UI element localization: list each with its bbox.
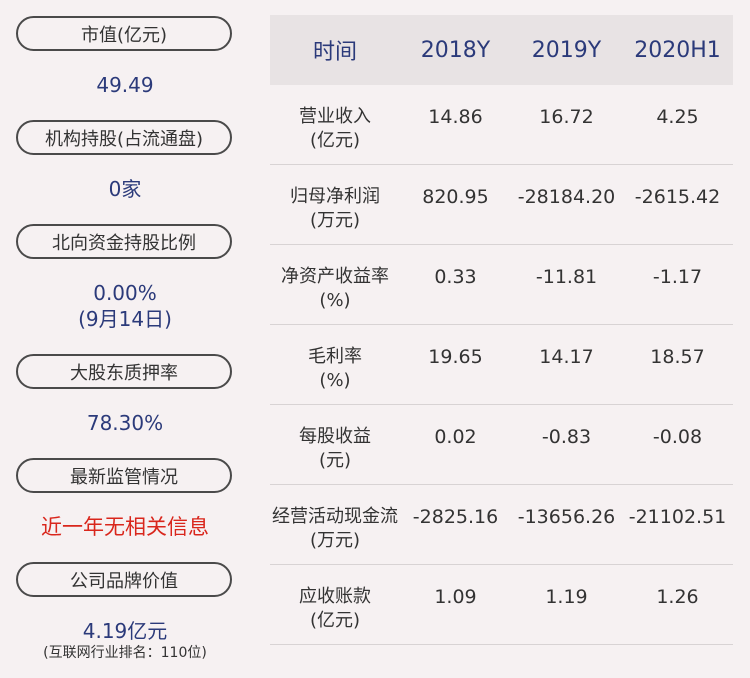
financial-table: 时间 2018Y 2019Y 2020H1 营业收入 (亿元) 14.86 16.… <box>270 15 733 645</box>
cell: 4.25 <box>656 106 699 128</box>
northbound-ratio-date: (9月14日) <box>78 307 172 331</box>
cell: -2615.42 <box>634 186 721 208</box>
cell: 1.19 <box>545 586 588 608</box>
table-header: 时间 2018Y 2019Y 2020H1 <box>270 15 733 85</box>
northbound-ratio-value: 0.00% <box>93 281 157 305</box>
header-time: 时间 <box>312 40 357 65</box>
table-row: 毛利率 (%) 19.65 14.17 18.57 <box>270 325 733 405</box>
brand-value-rank: (互联网行业排名：110位) <box>43 645 207 661</box>
row-label: 每股收益 (元) <box>299 426 371 471</box>
brand-value-value: 4.19亿元 <box>82 619 168 643</box>
institution-holding-label: 机构持股(占流通盘) <box>16 120 232 155</box>
cell: 18.57 <box>650 346 705 368</box>
cell: -13656.26 <box>517 506 616 528</box>
pledge-ratio-value: 78.30% <box>86 411 164 435</box>
row-label: 毛利率 (%) <box>308 346 362 391</box>
regulation-value: 近一年无相关信息 <box>41 515 209 539</box>
left-panel: 市值(亿元) 49.49 机构持股(占流通盘) 0家 北向资金持股比例 0.00… <box>0 0 250 678</box>
cell: -0.08 <box>652 426 703 448</box>
cell: 16.72 <box>539 106 594 128</box>
table-row: 营业收入 (亿元) 14.86 16.72 4.25 <box>270 85 733 165</box>
northbound-ratio-label: 北向资金持股比例 <box>16 224 232 259</box>
institution-holding-value: 0家 <box>108 177 142 201</box>
row-label: 应收账款 (亿元) <box>299 586 371 631</box>
table-row: 净资产收益率 (%) 0.33 -11.81 -1.17 <box>270 245 733 325</box>
cell: -0.83 <box>541 426 592 448</box>
cell: -21102.51 <box>628 506 727 528</box>
regulation-label: 最新监管情况 <box>16 458 232 493</box>
brand-value-label: 公司品牌价值 <box>16 562 232 597</box>
cell: 1.26 <box>656 586 699 608</box>
cell: -2825.16 <box>412 506 499 528</box>
row-label: 归母净利润 (万元) <box>290 186 380 231</box>
header-2018: 2018Y <box>420 37 491 63</box>
cell: 19.65 <box>428 346 483 368</box>
row-label: 净资产收益率 (%) <box>281 266 389 311</box>
cell: -28184.20 <box>517 186 616 208</box>
row-label: 营业收入 (亿元) <box>299 106 371 151</box>
cell: 0.33 <box>434 266 477 288</box>
pledge-ratio-label: 大股东质押率 <box>16 354 232 389</box>
table-row: 每股收益 (元) 0.02 -0.83 -0.08 <box>270 405 733 485</box>
cell: -11.81 <box>535 266 598 288</box>
cell: 1.09 <box>434 586 477 608</box>
cell: 14.17 <box>539 346 594 368</box>
row-label: 经营活动现金流 (万元) <box>272 506 398 551</box>
cell: 820.95 <box>422 186 489 208</box>
cell: 14.86 <box>428 106 483 128</box>
market-cap-value: 49.49 <box>96 73 154 97</box>
cell: -1.17 <box>652 266 703 288</box>
table-row: 应收账款 (亿元) 1.09 1.19 1.26 <box>270 565 733 645</box>
header-2019: 2019Y <box>531 37 602 63</box>
table-row: 经营活动现金流 (万元) -2825.16 -13656.26 -21102.51 <box>270 485 733 565</box>
header-2020h1: 2020H1 <box>634 37 721 63</box>
table-row: 归母净利润 (万元) 820.95 -28184.20 -2615.42 <box>270 165 733 245</box>
market-cap-label: 市值(亿元) <box>16 16 232 51</box>
cell: 0.02 <box>434 426 477 448</box>
